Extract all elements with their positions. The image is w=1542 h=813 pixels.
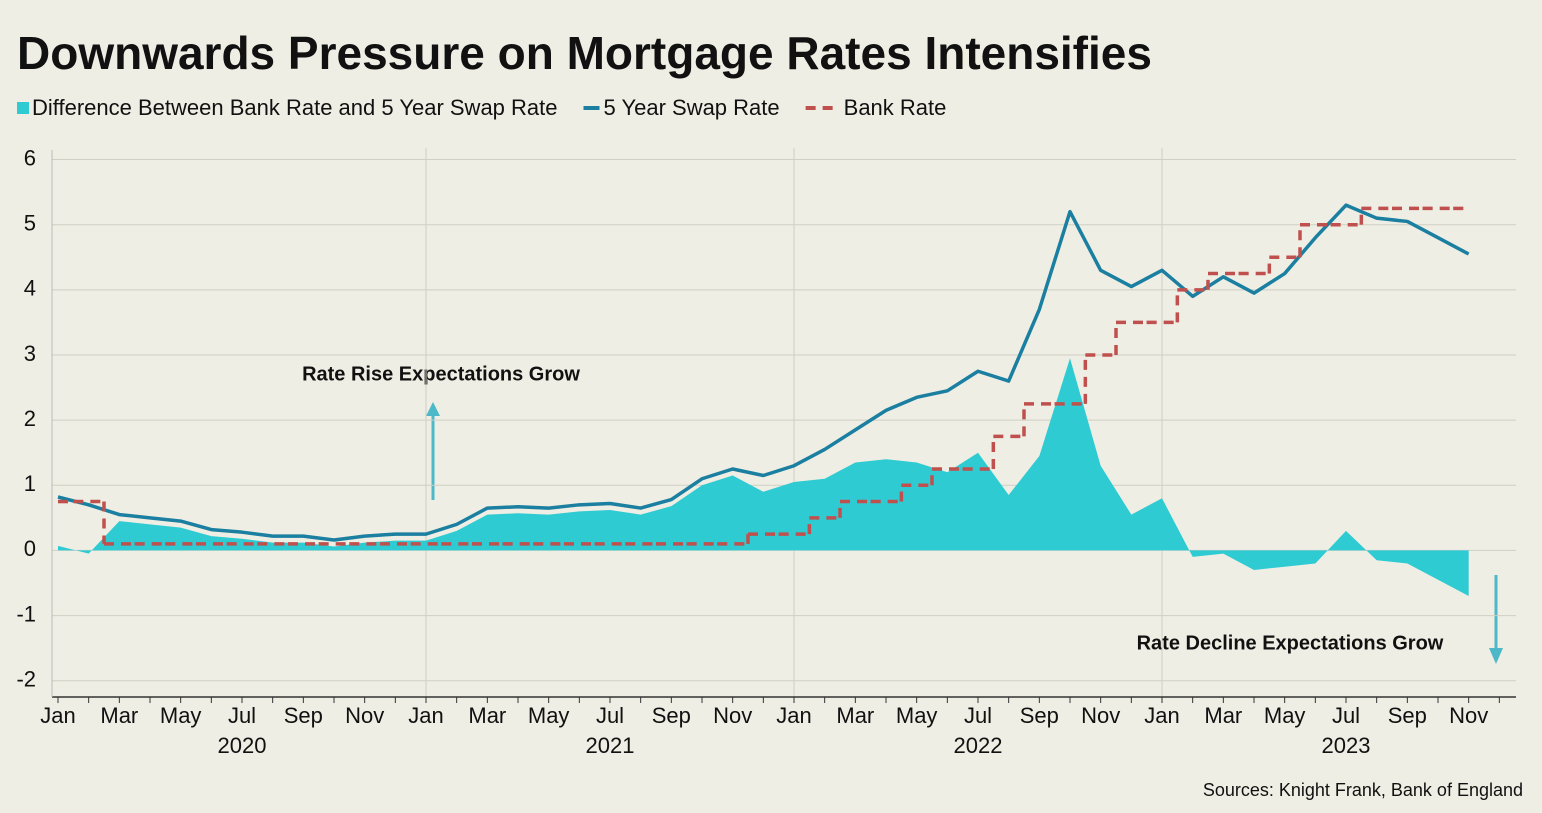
x-tick-label: Jan [776, 703, 811, 728]
year-label: 2020 [218, 733, 267, 758]
y-tick-label: 4 [24, 276, 36, 301]
y-tick-label: 3 [24, 341, 36, 366]
legend-label: Difference Between Bank Rate and 5 Year … [32, 95, 558, 120]
x-tick-label: May [896, 703, 938, 728]
x-tick-label: Jul [596, 703, 624, 728]
y-tick-label: 2 [24, 406, 36, 431]
area [58, 358, 1469, 597]
x-tick-label: Jul [228, 703, 256, 728]
x-tick-label: Nov [345, 703, 384, 728]
year-label: 2021 [586, 733, 635, 758]
y-tick-label: 1 [24, 471, 36, 496]
arrow [1489, 575, 1503, 664]
source: Sources: Knight Frank, Bank of England [1203, 780, 1523, 800]
x-tick-label: Sep [1388, 703, 1427, 728]
x-tick-label: Sep [1020, 703, 1059, 728]
x-tick-label: Sep [652, 703, 691, 728]
legend: Difference Between Bank Rate and 5 Year … [17, 95, 946, 120]
x-tick-label: Jul [964, 703, 992, 728]
y-tick-label: 6 [24, 145, 36, 170]
x-tick-label: May [1264, 703, 1306, 728]
x-tick-label: Sep [284, 703, 323, 728]
year-label: 2023 [1322, 733, 1371, 758]
x-tick-label: May [528, 703, 570, 728]
x-tick-label: Mar [1204, 703, 1242, 728]
x-tick-label: Nov [1449, 703, 1488, 728]
y-tick-label: 0 [24, 536, 36, 561]
annotation: Rate Rise Expectations Grow [302, 363, 580, 385]
x-tick-label: Nov [1081, 703, 1120, 728]
y-tick-label: -2 [16, 667, 36, 692]
x-tick-label: Nov [713, 703, 752, 728]
line [57, 203, 1470, 542]
x-tick-label: Jul [1332, 703, 1360, 728]
x-tick-label: May [160, 703, 202, 728]
y-tick-label: -1 [16, 601, 36, 626]
chart-title: Downwards Pressure on Mortgage Rates Int… [17, 27, 1152, 79]
legend-label: Bank Rate [844, 95, 947, 120]
x-tick-label: Mar [836, 703, 874, 728]
legend-swatch [17, 102, 29, 114]
x-tick-label: Mar [468, 703, 506, 728]
legend-label: 5 Year Swap Rate [604, 95, 780, 120]
x-tick-label: Mar [100, 703, 138, 728]
x-tick-label: Jan [1144, 703, 1179, 728]
annotation: Rate Decline Expectations Grow [1137, 632, 1444, 654]
x-tick-label: Jan [40, 703, 75, 728]
y-tick-label: 5 [24, 211, 36, 236]
x-tick-label: Jan [408, 703, 443, 728]
year-label: 2022 [954, 733, 1003, 758]
